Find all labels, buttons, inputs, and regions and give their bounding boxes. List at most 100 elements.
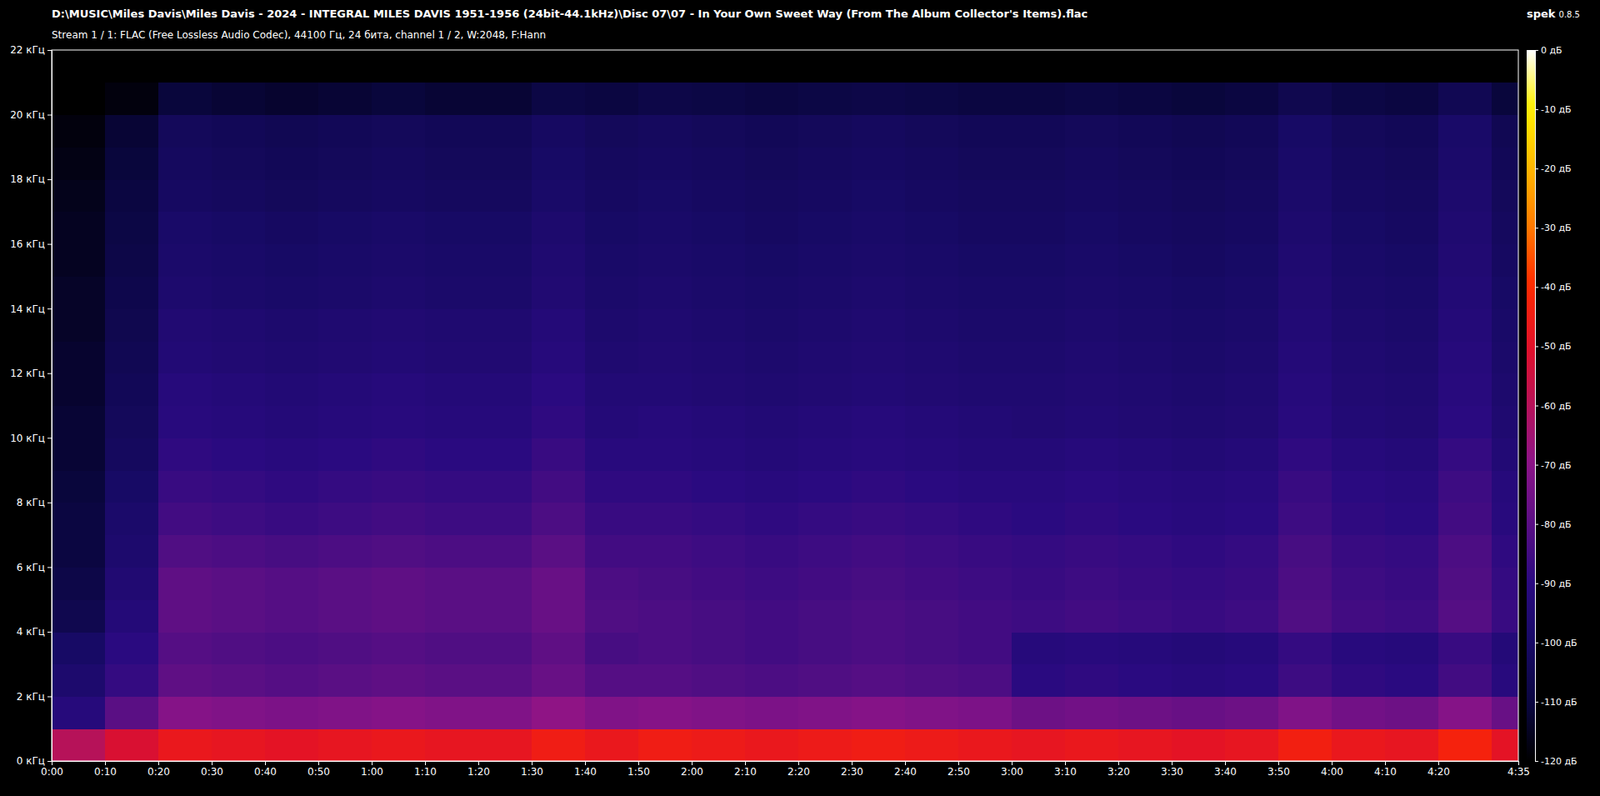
cell <box>638 502 693 535</box>
tick-mark <box>1385 760 1386 765</box>
cell <box>958 115 1013 148</box>
cell <box>851 437 906 470</box>
colorbar-axis: 0 дБ-10 дБ-20 дБ-30 дБ-40 дБ-50 дБ-60 дБ… <box>1535 45 1578 767</box>
tick-mark <box>1535 109 1539 110</box>
cell <box>1491 566 1519 600</box>
tick: 4:20 <box>1427 760 1450 778</box>
cell <box>585 664 640 697</box>
cell <box>638 244 693 277</box>
cell <box>371 340 426 374</box>
cell <box>318 179 373 212</box>
cell <box>1438 599 1493 632</box>
tick: -70 дБ <box>1535 460 1572 471</box>
cell <box>265 308 320 341</box>
cell <box>1438 502 1493 535</box>
cell <box>798 631 853 665</box>
cell <box>51 599 106 632</box>
cell <box>1011 275 1066 309</box>
cell <box>425 115 480 148</box>
cell <box>51 373 106 406</box>
cell <box>425 695 480 729</box>
cell <box>1225 340 1280 374</box>
axis-line <box>52 760 1520 762</box>
cell <box>851 308 906 341</box>
tick-mark <box>958 760 960 765</box>
tick-mark <box>905 760 906 765</box>
cell <box>638 599 693 632</box>
cell <box>531 566 586 600</box>
cell <box>1385 275 1440 309</box>
cell <box>265 631 320 665</box>
logo-name: spek <box>1526 7 1556 20</box>
cell <box>1171 82 1226 115</box>
cell <box>211 405 266 439</box>
cell <box>51 566 106 600</box>
cell <box>1438 82 1493 115</box>
cell <box>1011 244 1066 277</box>
cell <box>585 599 640 632</box>
tick-mark <box>47 760 52 762</box>
cell <box>1331 728 1386 761</box>
cell <box>851 211 906 245</box>
cell <box>105 275 160 309</box>
cell <box>318 728 373 761</box>
cell <box>1278 179 1333 212</box>
cell <box>798 470 853 503</box>
tick: 3:50 <box>1267 760 1290 778</box>
cell <box>1385 728 1440 761</box>
tick-label: -100 дБ <box>1540 637 1578 649</box>
cell <box>1171 599 1226 632</box>
cell <box>1278 373 1333 406</box>
cell <box>1385 695 1440 729</box>
cell <box>905 405 960 439</box>
cell <box>1278 115 1333 148</box>
cell <box>1385 373 1440 406</box>
tick-label: 4:20 <box>1427 765 1450 778</box>
cell <box>691 308 746 341</box>
cell <box>51 695 106 729</box>
tick: 2:40 <box>894 760 917 778</box>
cell <box>798 244 853 277</box>
tick-label: 2 кГц <box>16 690 45 703</box>
cell <box>478 664 533 697</box>
tick: 14 кГц <box>10 303 52 315</box>
cell <box>318 535 373 568</box>
cell <box>691 373 746 406</box>
cell <box>211 179 266 212</box>
tick: 0 кГц <box>16 755 52 767</box>
cell <box>1225 211 1280 245</box>
cell <box>905 50 960 83</box>
tick: 3:00 <box>1000 760 1024 778</box>
cell <box>905 728 960 761</box>
cell <box>371 728 426 761</box>
cell <box>691 631 746 665</box>
cell <box>1011 470 1066 503</box>
cell <box>425 631 480 665</box>
cell <box>371 308 426 341</box>
cell <box>211 631 266 665</box>
cell <box>211 82 266 115</box>
background <box>0 0 1600 796</box>
tick-mark <box>1535 701 1539 703</box>
cell <box>1118 405 1173 439</box>
tick-mark <box>1331 760 1333 765</box>
tick-label: -70 дБ <box>1540 460 1572 471</box>
cell <box>1385 244 1440 277</box>
cell <box>798 308 853 341</box>
cell <box>371 599 426 632</box>
cell <box>1491 695 1519 729</box>
cell <box>745 535 800 568</box>
tick: 4:00 <box>1320 760 1344 778</box>
cell <box>1065 308 1120 341</box>
cell <box>318 566 373 600</box>
cell <box>1118 275 1173 309</box>
x-axis: 0:000:100:200:300:400:501:001:101:201:30… <box>40 760 1530 778</box>
cell <box>371 244 426 277</box>
cell <box>1225 470 1280 503</box>
cell <box>1331 211 1386 245</box>
cell <box>745 664 800 697</box>
cell <box>1171 502 1226 535</box>
tick: 0:50 <box>307 760 330 778</box>
cell <box>531 308 586 341</box>
tick-mark <box>1118 760 1120 765</box>
